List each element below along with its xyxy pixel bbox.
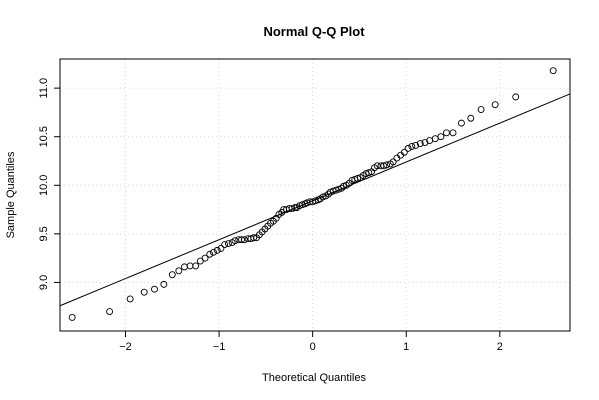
data-point [126,295,134,303]
data-point [291,204,299,212]
data-point [175,267,183,275]
data-point [68,313,76,321]
data-point [549,67,557,75]
y-tick-label: 9.5 [38,226,50,241]
y-tick-label: 10.5 [38,126,50,147]
x-tick-label: 1 [403,341,409,353]
data-point [457,119,465,127]
data-point [443,129,450,137]
data-point [354,175,362,182]
data-point [206,250,214,258]
y-axis: 9.0 9.5 10.0 10.5 11.0 [38,78,61,290]
data-point [477,106,485,113]
x-axis-label: Theoretical Quantiles [262,372,366,384]
y-tick-label: 9.0 [38,275,50,290]
data-point [224,240,232,248]
data-point [217,244,225,252]
data-point [512,93,520,101]
data-point [467,114,475,122]
data-point [491,101,499,109]
data-point [231,237,239,245]
data-point [201,254,209,262]
data-point [380,162,388,170]
data-point [400,148,408,156]
data-point [437,133,445,141]
grid-lines [60,59,570,331]
data-point [449,129,457,137]
data-point [160,280,168,288]
data-point [312,197,319,205]
data-point [431,135,439,143]
data-point [408,142,416,150]
data-point [186,262,194,270]
x-tick-label: −1 [213,341,226,353]
data-point [140,288,148,296]
x-tick-label: 2 [497,341,503,353]
data-point [412,142,420,149]
data-point [373,162,381,170]
data-point [240,236,248,244]
x-tick-label: −2 [119,341,132,353]
data-points [68,67,557,321]
data-point [340,182,347,190]
data-point [288,205,296,213]
data-point [298,201,306,209]
data-point [151,285,158,293]
data-point [416,140,424,147]
data-point [210,248,217,256]
data-point [181,263,188,271]
data-point [213,246,221,254]
data-point [221,241,229,248]
x-tick-label: 0 [310,341,316,353]
data-point [365,169,373,177]
plot-frame [59,58,571,332]
data-point [192,262,200,270]
chart-title: Normal Q-Q Plot [263,24,365,39]
data-point [319,193,327,201]
data-point [421,139,429,146]
data-point [404,144,412,152]
y-tick-label: 11.0 [38,78,50,99]
data-point [250,234,258,242]
data-point [168,271,176,279]
data-point [106,308,114,316]
y-axis-label: Sample Quantiles [5,151,17,238]
x-axis: −2 −1 0 1 2 [119,330,503,353]
data-point [383,161,391,169]
y-tick-label: 10.0 [38,175,50,196]
data-point [389,158,397,166]
data-point [238,236,245,244]
